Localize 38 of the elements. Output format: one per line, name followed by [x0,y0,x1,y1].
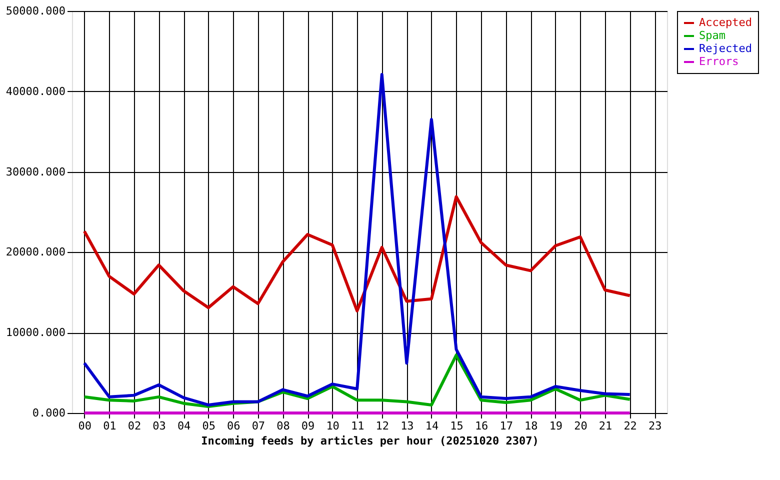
legend-label: Rejected [699,42,752,55]
x-tick-label: 10 [326,420,340,432]
y-tick-label: 0.000 [32,406,66,420]
x-tick-label: 13 [400,420,414,432]
x-tick-label: 17 [500,420,513,432]
x-tick-label: 09 [301,420,315,432]
legend-label: Accepted [699,16,752,29]
x-tick-label: 21 [598,420,612,432]
x-tick-label: 20 [574,420,588,432]
x-tick-label: 05 [202,420,216,432]
x-tick-label: 18 [524,420,538,432]
x-tick-label: 01 [103,420,116,432]
x-tick-label: 08 [276,420,290,432]
x-tick-label: 00 [78,420,92,432]
line-series [82,354,632,408]
legend-label: Errors [699,55,739,68]
y-tick-label: 30000.000 [6,165,66,178]
y-tick-label: 10000.000 [6,326,66,340]
x-tick-label: 06 [227,420,240,432]
x-tick-label: 07 [252,420,266,432]
y-tick-label: 40000.000 [6,84,66,98]
x-tick-label: 15 [450,420,464,432]
legend-label: Spam [699,29,726,42]
x-tick-label: 16 [474,420,488,432]
x-tick-label: 23 [648,420,662,432]
x-tick-label: 22 [624,420,637,432]
x-tick-label: 14 [425,420,439,432]
x-axis-title: Incoming feeds by articles per hour (20251020 2307) [201,434,539,448]
y-tick-label: 50000.000 [6,4,66,18]
x-tick-label: 03 [152,420,166,432]
x-tick-label: 04 [177,420,192,432]
x-tick-label: 02 [128,420,142,432]
line-series [82,195,632,312]
x-tick-label: 19 [549,420,563,432]
x-tick-label: 11 [350,420,364,432]
x-tick-label: 12 [376,420,390,432]
line-series [82,73,632,406]
y-tick-label: 20000.000 [6,246,66,259]
